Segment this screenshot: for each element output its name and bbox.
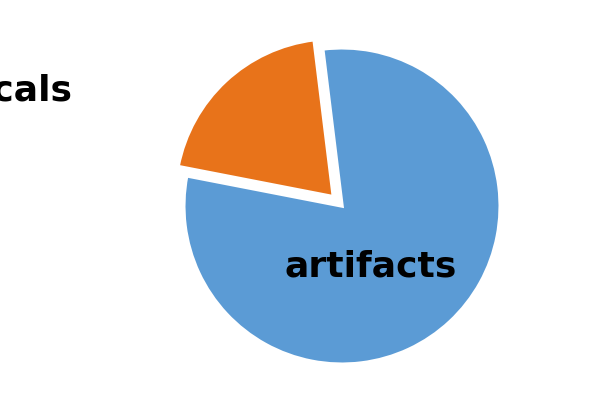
- Wedge shape: [184, 48, 500, 364]
- Text: biologicals: biologicals: [0, 74, 72, 108]
- Text: artifacts: artifacts: [284, 249, 457, 283]
- Wedge shape: [178, 40, 334, 197]
